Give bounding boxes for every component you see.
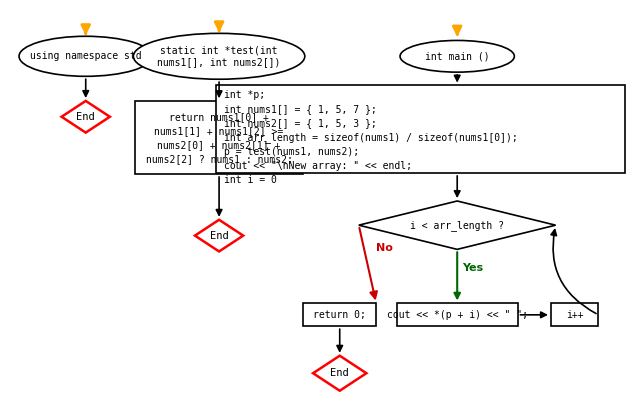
- Polygon shape: [313, 356, 366, 391]
- Text: End: End: [210, 231, 229, 241]
- Text: using namespace std: using namespace std: [30, 51, 142, 61]
- Text: int main (): int main (): [425, 51, 490, 61]
- Ellipse shape: [133, 33, 305, 79]
- Text: End: End: [76, 112, 95, 122]
- Bar: [397, 304, 518, 326]
- Text: return 0;: return 0;: [313, 310, 366, 320]
- Polygon shape: [359, 201, 556, 249]
- Text: int *p;
int nums1[] = { 1, 5, 7 };
int nums2[] = { 1, 5, 3 };
int arr_length = s: int *p; int nums1[] = { 1, 5, 7 }; int n…: [224, 90, 518, 186]
- Bar: [304, 304, 376, 326]
- Bar: [135, 101, 304, 174]
- Text: cout << *(p + i) << " ";: cout << *(p + i) << " ";: [387, 310, 528, 320]
- Text: End: End: [330, 368, 349, 378]
- Text: Yes: Yes: [462, 263, 484, 273]
- Bar: [216, 85, 625, 173]
- Text: i++: i++: [566, 310, 584, 320]
- Polygon shape: [62, 101, 110, 133]
- Polygon shape: [195, 220, 243, 251]
- Text: return nums1[0] +
nums1[1] + nums1[2] >=
nums2[0] + nums2[1] +
nums2[2] ? nums1 : return nums1[0] + nums1[1] + nums1[2] >=…: [145, 112, 293, 163]
- Ellipse shape: [400, 40, 514, 72]
- Text: static int *test(int
nums1[], int nums2[]): static int *test(int nums1[], int nums2[…: [157, 45, 281, 67]
- Ellipse shape: [19, 36, 152, 76]
- Text: i < arr_length ?: i < arr_length ?: [410, 220, 504, 231]
- Bar: [551, 304, 599, 326]
- Text: No: No: [376, 243, 392, 253]
